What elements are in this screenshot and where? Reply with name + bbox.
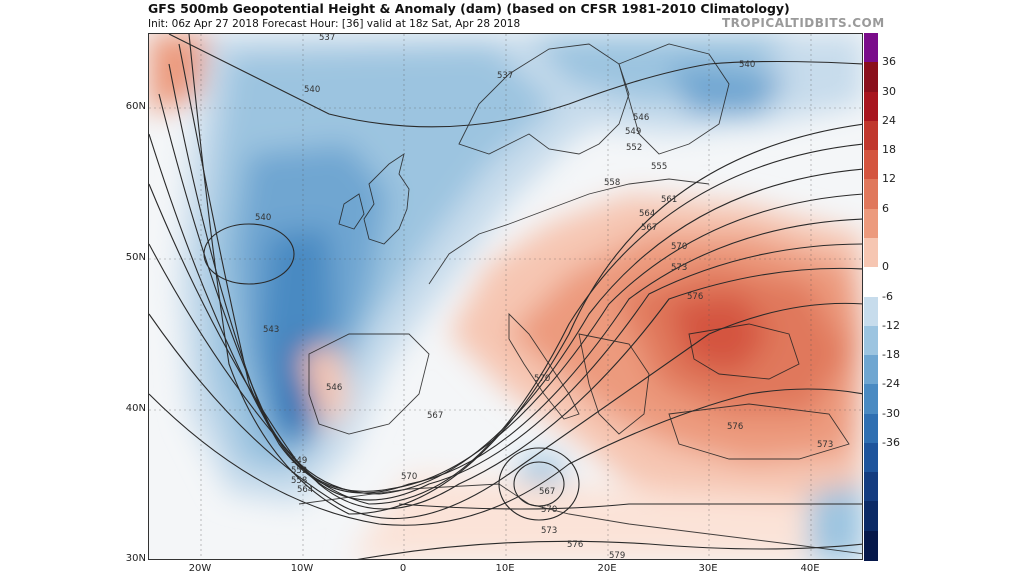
- colorbar-segment: [864, 208, 878, 239]
- lon-label: 10E: [495, 563, 515, 574]
- lon-label: 20E: [597, 563, 617, 574]
- contour-label: 552: [291, 466, 307, 476]
- colorbar-segment: [864, 120, 878, 151]
- contour-label: 567: [427, 411, 443, 421]
- graticule: [149, 34, 862, 559]
- contour-label: 555: [651, 162, 667, 172]
- colorbar-segment: [864, 501, 878, 532]
- colorbar-segment: [864, 530, 878, 561]
- colorbar-tick-label: 18: [882, 143, 896, 157]
- contour-label: 537: [497, 71, 513, 81]
- contour-label: 573: [671, 263, 687, 273]
- contour-label: 546: [633, 113, 649, 123]
- anomaly-field: [149, 34, 862, 559]
- contour-label: 552: [626, 143, 642, 153]
- lat-label: 30N: [125, 553, 146, 564]
- contour-labels: 537 540 537 540 546 549 552 555 558 561 …: [255, 34, 833, 560]
- height-contours: [149, 34, 862, 559]
- anomaly-map: 537 540 537 540 546 549 552 555 558 561 …: [148, 33, 863, 560]
- colorbar-segment: [864, 179, 878, 210]
- colorbar-segment: [864, 355, 878, 386]
- contour-label: 579: [609, 551, 625, 560]
- contour-label: 558: [291, 476, 307, 486]
- contour-label: 564: [639, 209, 655, 219]
- contour-label: 558: [604, 178, 620, 188]
- colorbar-segment: [864, 91, 878, 122]
- colorbar-segment: [864, 150, 878, 181]
- lon-label: 20W: [188, 563, 212, 574]
- colorbar-segment: [864, 413, 878, 444]
- contour-label: 570: [541, 505, 557, 515]
- contour-label: 549: [625, 127, 641, 137]
- lon-label: 10W: [290, 563, 314, 574]
- contour-label: 540: [304, 85, 320, 95]
- colorbar-tick-label: -30: [882, 406, 900, 420]
- map-subtitle: Init: 06z Apr 27 2018 Forecast Hour: [36…: [148, 18, 521, 30]
- colorbar-tick-label: 0: [882, 260, 889, 274]
- colorbar-tick-label: 36: [882, 55, 896, 69]
- lon-label: 0: [399, 563, 407, 574]
- contour-label: 576: [567, 540, 583, 550]
- colorbar-segment: [864, 472, 878, 503]
- contour-label: 576: [687, 292, 703, 302]
- contour-label: 570: [671, 242, 687, 252]
- map-canvas: 537 540 537 540 546 549 552 555 558 561 …: [149, 34, 862, 560]
- contour-label: 576: [727, 422, 743, 432]
- colorbar-tick-label: 30: [882, 84, 896, 98]
- colorbar-tick-label: 24: [882, 113, 896, 127]
- colorbar-tick-label: -6: [882, 289, 893, 303]
- contour-label: 546: [326, 383, 342, 393]
- contour-label: 540: [255, 213, 271, 223]
- colorbar-segment: [864, 325, 878, 356]
- lat-label: 50N: [125, 252, 146, 263]
- colorbar-tick-label: -18: [882, 348, 900, 362]
- colorbar-tick-label: -24: [882, 377, 900, 391]
- colorbar-segment: [864, 62, 878, 93]
- colorbar: [864, 33, 878, 561]
- colorbar-segment: [864, 384, 878, 415]
- lat-label: 60N: [125, 101, 146, 112]
- contour-label: 564: [297, 485, 313, 495]
- colorbar-tick-label: 6: [882, 201, 889, 215]
- contour-label: 549: [291, 456, 307, 466]
- colorbar-tick-label: 12: [882, 172, 896, 186]
- contour-label: 537: [319, 34, 335, 43]
- colorbar-tick-label: -36: [882, 435, 900, 449]
- lon-label: 30E: [698, 563, 718, 574]
- contour-label: 573: [817, 440, 833, 450]
- colorbar-segment: [864, 237, 878, 268]
- map-title: GFS 500mb Geopotential Height & Anomaly …: [148, 1, 790, 16]
- colorbar-tick-label: -12: [882, 318, 900, 332]
- contour-label: 570: [401, 472, 417, 482]
- contour-label: 567: [641, 223, 657, 233]
- colorbar-segment: [864, 442, 878, 473]
- contour-label: 573: [541, 526, 557, 536]
- colorbar-segment: [864, 267, 878, 298]
- contour-label: 567: [539, 487, 555, 497]
- colorbar-segment: [864, 33, 878, 63]
- colorbar-segment: [864, 296, 878, 327]
- contour-label: 540: [739, 60, 755, 70]
- contour-label: 561: [661, 195, 677, 205]
- contour-label: 570: [534, 374, 550, 384]
- lat-label: 40N: [125, 403, 146, 414]
- lon-label: 40E: [800, 563, 820, 574]
- brand-watermark: TROPICALTIDBITS.COM: [722, 16, 885, 30]
- contour-label: 543: [263, 325, 279, 335]
